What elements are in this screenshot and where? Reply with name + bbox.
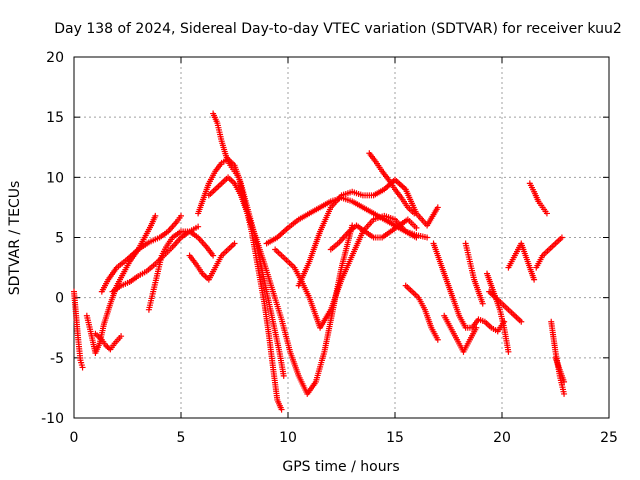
data-point	[280, 372, 287, 379]
y-tick-labels: -10 -5 0 5 10 15 20	[41, 50, 64, 427]
x-tick-labels: 0 5 10 15 20 25	[70, 430, 618, 446]
series-arc-19	[462, 240, 486, 307]
data-point	[79, 364, 86, 371]
y-tick-label: -10	[41, 411, 64, 427]
series-arc-04	[98, 212, 184, 295]
x-tick-label: 10	[279, 430, 297, 446]
x-axis-label: GPS time / hours	[282, 459, 399, 475]
data-point	[434, 204, 441, 211]
data-point	[278, 406, 285, 413]
series-arc-01	[71, 288, 86, 371]
series-arc-16	[402, 282, 441, 343]
data-point	[195, 223, 202, 230]
data-point	[434, 336, 441, 343]
data-point	[558, 234, 565, 241]
x-tick-label: 5	[177, 430, 186, 446]
data-point	[152, 212, 159, 219]
data-point	[543, 210, 550, 217]
y-axis-label: SDTVAR / TECUs	[7, 181, 23, 296]
chart-title: Day 138 of 2024, Sidereal Day-to-day VTE…	[54, 21, 622, 37]
data-point	[561, 378, 568, 385]
series-arc-14	[327, 216, 420, 253]
series-arc-26	[552, 354, 568, 385]
data-point	[518, 318, 525, 325]
series-arc-12	[263, 194, 431, 247]
data-point	[411, 210, 418, 217]
series-arc-13	[295, 176, 441, 289]
data-point	[561, 390, 568, 397]
y-tick-label: -5	[50, 351, 64, 367]
data-point	[505, 348, 512, 355]
data-point	[473, 324, 480, 331]
y-tick-label: 15	[46, 110, 64, 126]
grid-lines	[74, 57, 609, 418]
x-tick-label: 20	[493, 430, 511, 446]
series-arc-11	[272, 212, 420, 331]
series-arc-15	[366, 150, 418, 217]
y-tick-label: 20	[46, 50, 64, 66]
series-arc-06	[145, 228, 217, 313]
data-point	[413, 224, 420, 231]
series-arc-24	[533, 234, 565, 271]
data-point	[424, 234, 431, 241]
data-point	[231, 240, 238, 247]
y-tick-label: 5	[55, 231, 64, 247]
data-point	[118, 333, 125, 340]
series-arc-23	[526, 180, 550, 217]
x-tick-label: 0	[70, 430, 79, 446]
y-tick-label: 0	[55, 291, 64, 307]
series-arc-10	[186, 240, 238, 283]
x-tick-label: 25	[600, 430, 618, 446]
series-arc-22	[505, 240, 538, 283]
data-point	[479, 300, 486, 307]
series-arc-03	[92, 330, 125, 353]
series-arc-20	[484, 270, 512, 355]
axis-ticks	[73, 56, 610, 419]
data-point	[178, 212, 184, 219]
y-tick-label: 10	[46, 170, 64, 186]
x-tick-label: 15	[386, 430, 404, 446]
data-points	[71, 110, 568, 413]
series-arc-21	[486, 288, 525, 325]
series-arc-18	[441, 312, 480, 355]
data-point	[210, 252, 217, 259]
series-arc-17	[430, 240, 508, 335]
data-point	[531, 276, 538, 283]
